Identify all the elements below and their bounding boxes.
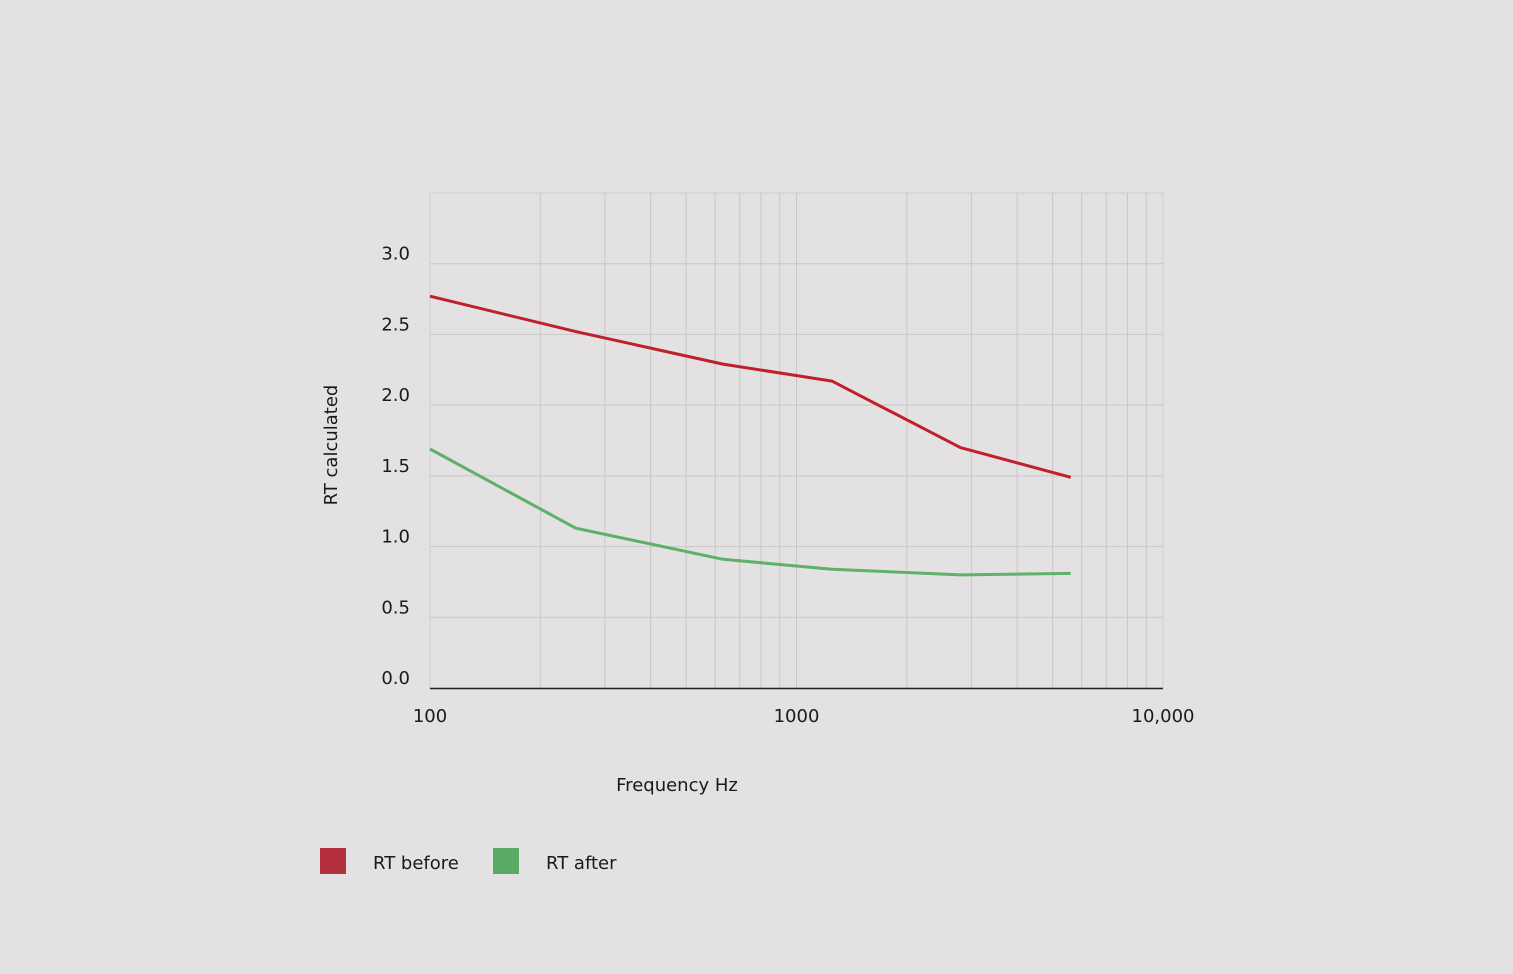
x-tick-label: 1000 bbox=[774, 706, 820, 727]
series-line-rt-after bbox=[429, 447, 1071, 577]
legend-label-rt-before: RT before bbox=[373, 853, 459, 874]
y-tick-label: 1.0 bbox=[381, 527, 410, 548]
x-tick-label: 10,000 bbox=[1132, 706, 1195, 727]
legend-swatch-rt-after bbox=[493, 848, 519, 874]
y-tick-label: 2.0 bbox=[381, 385, 410, 406]
x-tick-labels: 100 1000 10,000 bbox=[413, 706, 1195, 727]
y-tick-label: 2.5 bbox=[381, 314, 410, 335]
series-line-rt-before bbox=[429, 294, 1072, 479]
y-tick-label: 1.5 bbox=[381, 456, 410, 477]
y-tick-labels: 0.0 0.5 1.0 1.5 2.0 2.5 3.0 bbox=[381, 244, 410, 689]
y-tick-label: 0.0 bbox=[381, 668, 410, 689]
x-tick-label: 100 bbox=[413, 706, 447, 727]
y-tick-label: 3.0 bbox=[381, 244, 410, 265]
legend: RT before RT after bbox=[320, 848, 617, 874]
legend-label-rt-after: RT after bbox=[546, 853, 617, 874]
x-axis-title: Frequency Hz bbox=[616, 775, 738, 796]
legend-swatch-rt-before bbox=[320, 848, 346, 874]
y-axis-title: RT calculated bbox=[321, 385, 342, 506]
series-lines bbox=[429, 294, 1072, 577]
y-tick-label: 0.5 bbox=[381, 597, 410, 618]
grid-lines bbox=[430, 193, 1163, 688]
